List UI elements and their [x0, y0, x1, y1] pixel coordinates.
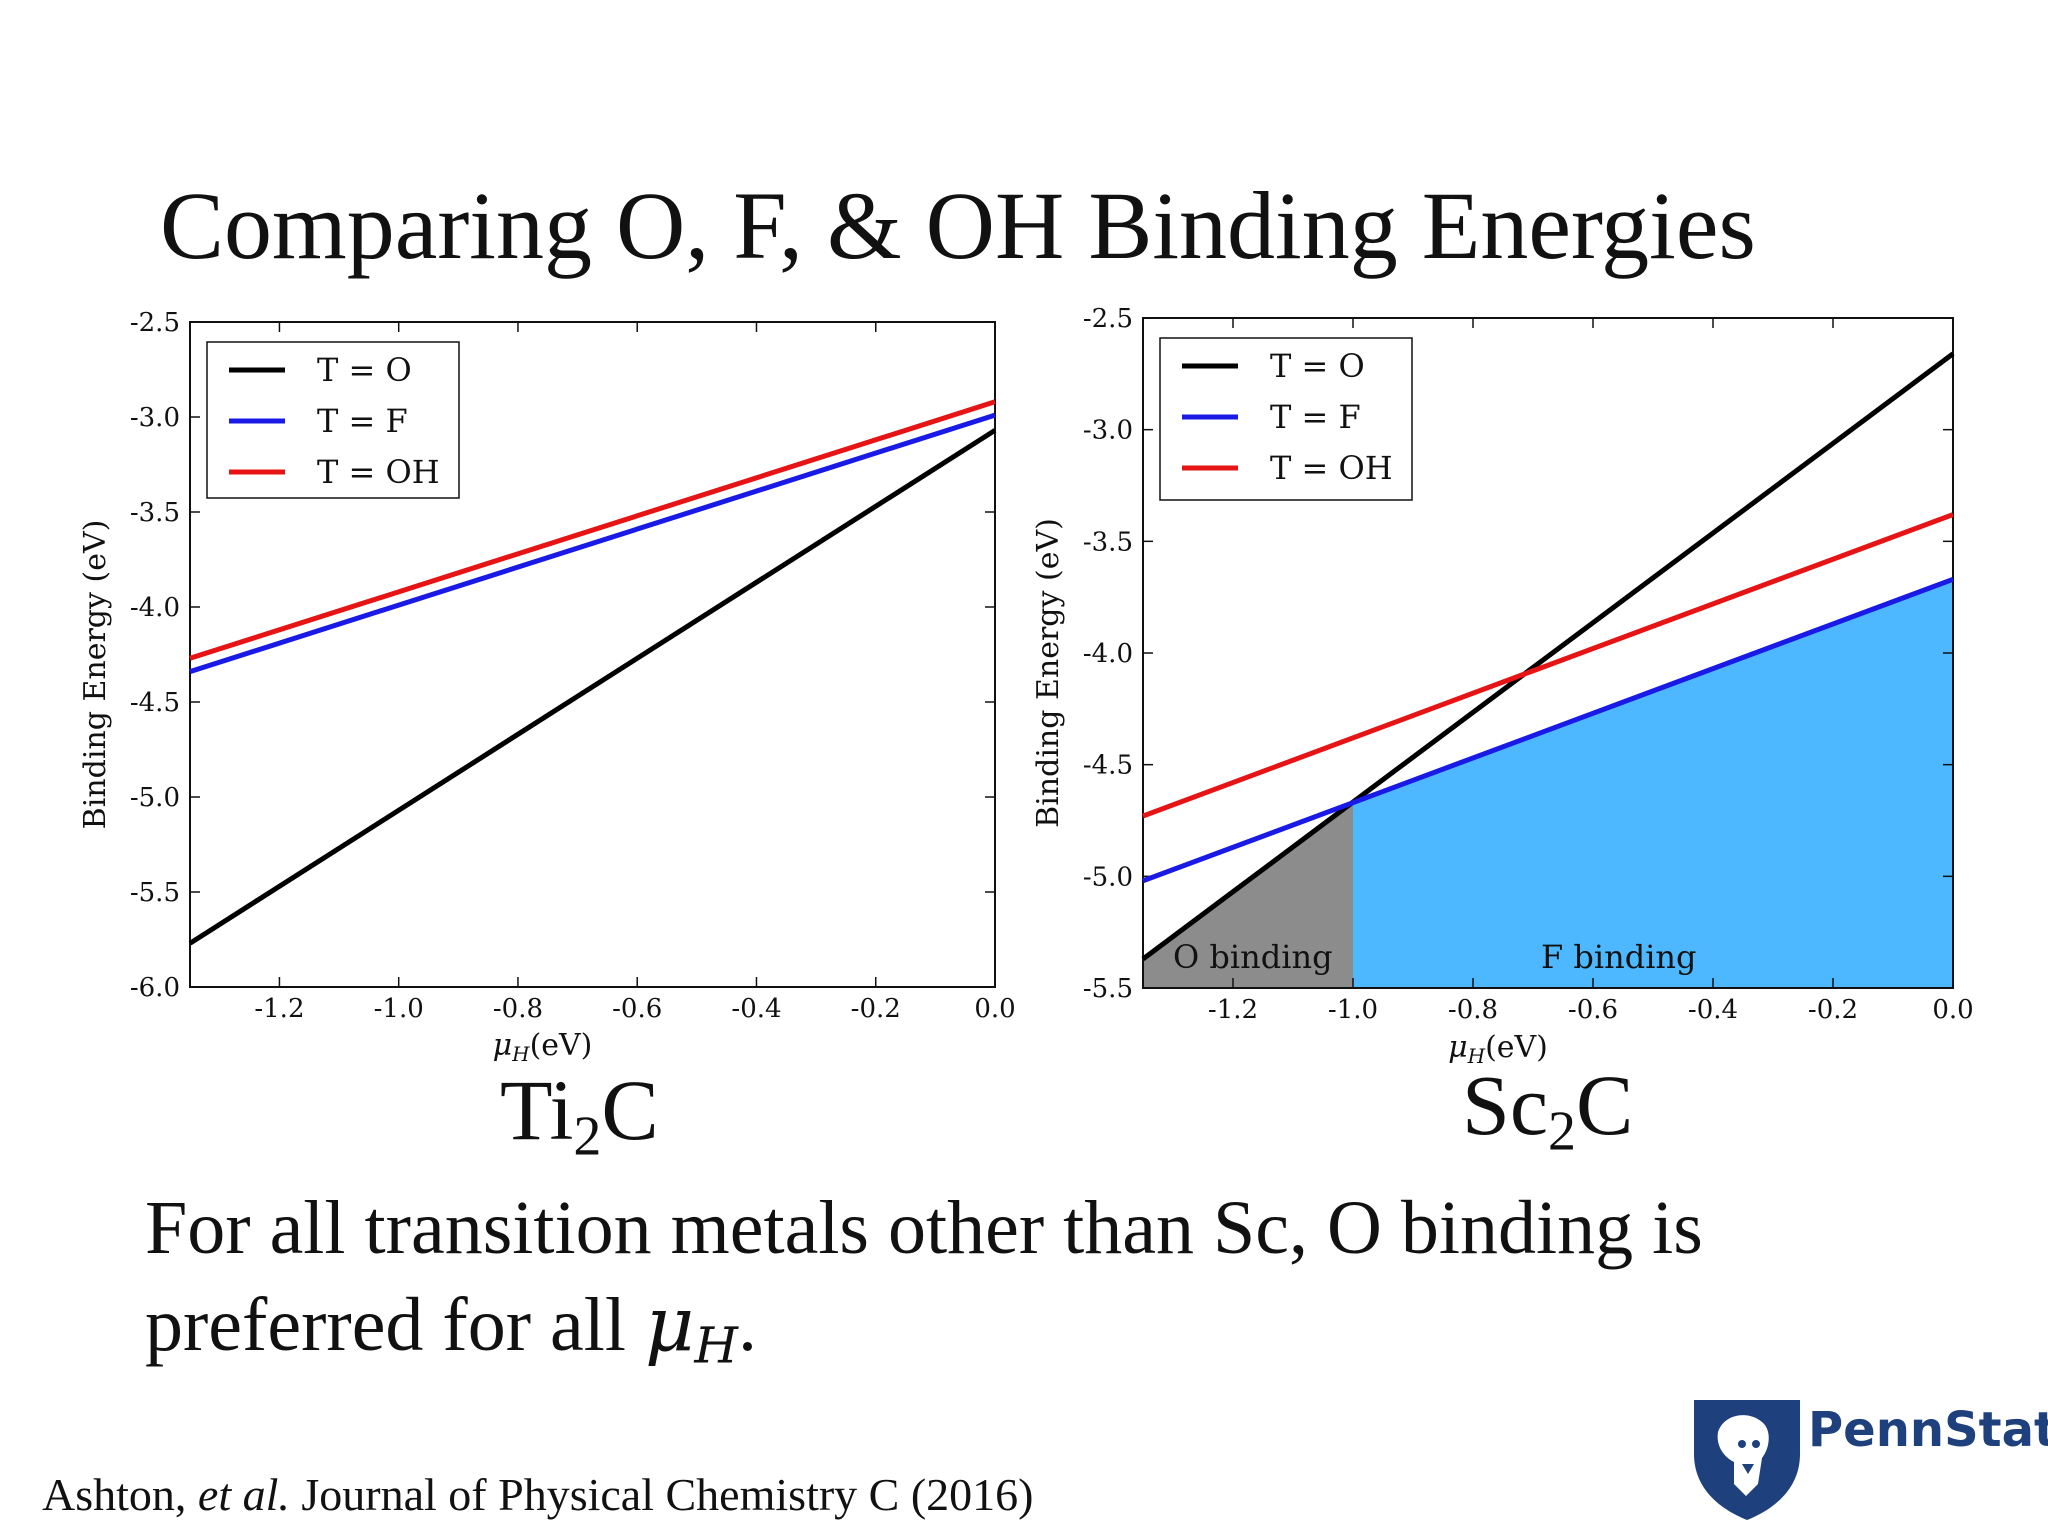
series-line-tf-ti2c — [189, 412, 996, 674]
series-line-toh-sc2c — [1142, 512, 1954, 819]
x-tick-label: -1.2 — [254, 994, 304, 1024]
x-axis-label-sc2c: μH(eV) — [1448, 1030, 1548, 1068]
x-tick-label: 0.0 — [974, 994, 1015, 1024]
material-sc2c-element: Sc — [1462, 1057, 1548, 1153]
y-tick-label: -4.5 — [130, 688, 180, 718]
y-tick-label: -3.0 — [130, 403, 180, 433]
material-ti2c-subscript: 2 — [573, 1105, 602, 1168]
x-tick-label: -0.8 — [493, 994, 543, 1024]
pennstate-shield-logo — [1694, 1400, 1800, 1520]
y-tick-label: -3.0 — [1083, 416, 1133, 446]
x-axis-label-ti2c: μH(eV) — [493, 1028, 593, 1066]
x-tick-label: -0.2 — [1808, 995, 1858, 1025]
pennstate-logo-text: PennState — [1808, 1402, 2048, 1458]
y-tick-label: -5.5 — [130, 878, 180, 908]
o-binding-region — [1143, 802, 1353, 988]
y-tick-label: -2.5 — [1083, 304, 1133, 334]
y-tick-label: -6.0 — [130, 973, 180, 1003]
legend-label-tf: T = F — [1270, 398, 1361, 436]
body-text: For all transition metals other than Sc,… — [145, 1180, 1945, 1394]
series-line-tf-sc2c — [1142, 576, 1954, 884]
material-sc2c-suffix: C — [1576, 1057, 1634, 1153]
citation-journal: Journal of Physical Chemistry C (2016) — [289, 1469, 1034, 1520]
y-axis-label-sc2c: Binding Energy (eV) — [1031, 518, 1066, 828]
material-ti2c-suffix: C — [601, 1062, 659, 1158]
y-tick-label: -2.5 — [130, 308, 180, 338]
mu-subscript: H — [694, 1316, 739, 1375]
x-tick-label: 0.0 — [1932, 995, 1973, 1025]
material-label-ti2c: Ti2C — [500, 1060, 659, 1169]
x-tick-label: -0.6 — [1568, 995, 1618, 1025]
y-tick-label: -3.5 — [1083, 527, 1133, 557]
y-axis-label-ti2c: Binding Energy (eV) — [78, 520, 113, 830]
y-tick-label: -4.0 — [1083, 639, 1133, 669]
x-tick-label: -0.8 — [1448, 995, 1498, 1025]
citation-author: Ashton, — [42, 1469, 198, 1520]
citation: Ashton, et al. Journal of Physical Chemi… — [42, 1468, 1033, 1521]
y-tick-label: -4.0 — [130, 593, 180, 623]
x-tick-label: -1.2 — [1208, 995, 1258, 1025]
body-line-2-suffix: . — [738, 1283, 758, 1367]
citation-etal: et al. — [197, 1469, 290, 1520]
body-line-2: preferred for all μH. — [145, 1276, 1945, 1394]
body-line-2-prefix: preferred for all — [145, 1283, 646, 1367]
legend-label-toh: T = OH — [1270, 449, 1393, 487]
body-line-1: For all transition metals other than Sc,… — [145, 1186, 1703, 1270]
x-tick-label: -1.0 — [374, 994, 424, 1024]
series-line-to-ti2c — [188, 428, 997, 946]
legend-label-toh: T = OH — [317, 453, 440, 491]
series-line-toh-ti2c — [189, 399, 996, 661]
y-tick-label: -5.0 — [1083, 862, 1133, 892]
slide-title: Comparing O, F, & OH Binding Energies — [160, 172, 1756, 279]
mu-symbol: μH — [645, 1279, 738, 1375]
f-binding-label: F binding — [1541, 938, 1697, 976]
material-sc2c-subscript: 2 — [1548, 1100, 1576, 1163]
o-binding-label: O binding — [1173, 938, 1333, 976]
mu-letter: μ — [645, 1279, 695, 1368]
y-tick-label: -4.5 — [1083, 751, 1133, 781]
y-tick-label: -3.5 — [130, 498, 180, 528]
legend-label-to: T = O — [317, 351, 412, 389]
x-tick-label: -0.2 — [851, 994, 901, 1024]
y-tick-label: -5.5 — [1083, 974, 1133, 1004]
x-tick-label: -0.6 — [612, 994, 662, 1024]
material-ti2c-element: Ti — [500, 1062, 574, 1158]
legend-label-to: T = O — [1270, 347, 1365, 385]
f-binding-region — [1353, 579, 1953, 988]
y-tick-label: -5.0 — [130, 783, 180, 813]
x-tick-label: -0.4 — [731, 994, 781, 1024]
x-tick-label: -1.0 — [1328, 995, 1378, 1025]
series-line-to-sc2c — [1141, 351, 1955, 961]
plot-frame-ti2c — [189, 321, 996, 988]
legend-label-tf: T = F — [317, 402, 408, 440]
x-tick-label: -0.4 — [1688, 995, 1738, 1025]
material-label-sc2c: Sc2C — [1462, 1055, 1633, 1164]
